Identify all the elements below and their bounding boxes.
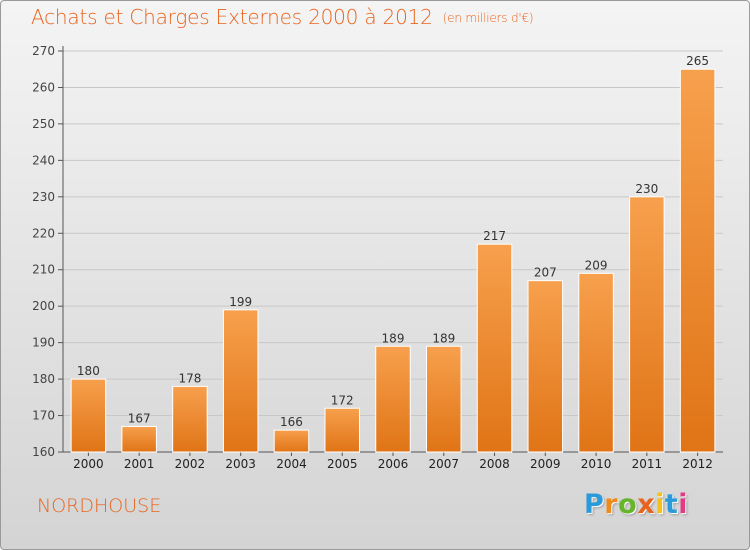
bar-2006 (375, 345, 411, 453)
bar-2003 (222, 309, 259, 453)
logo-letter: x (637, 489, 656, 520)
x-tick-label: 2006 (378, 457, 409, 471)
data-label: 180 (77, 364, 100, 378)
x-tick-label: 2003 (225, 457, 256, 471)
bar-2010 (578, 272, 614, 453)
data-label: 189 (382, 331, 405, 345)
chart-title-text: Achats et Charges Externes 2000 à 2012 (31, 5, 433, 29)
bar-2007 (426, 345, 462, 453)
bar-2001 (121, 425, 157, 453)
x-tick-label: 2001 (124, 457, 155, 471)
brand-logo: Proxiti (584, 489, 688, 520)
x-tick-label: 2011 (632, 457, 663, 471)
data-label: 207 (534, 266, 557, 280)
y-tick-label: 260 (32, 80, 55, 94)
x-tick-label: 2004 (276, 457, 307, 471)
x-tick-label: 2008 (479, 457, 510, 471)
bar-2005 (324, 407, 360, 453)
x-tick-label: 2005 (327, 457, 358, 471)
x-tick-label: 2010 (581, 457, 612, 471)
bar-2011 (629, 196, 665, 453)
y-tick-label: 270 (32, 44, 55, 58)
y-tick-label: 220 (32, 226, 55, 240)
location-name: NORDHOUSE (37, 495, 162, 517)
y-tick-label: 190 (32, 336, 55, 350)
y-tick-label: 250 (32, 117, 55, 131)
bars (70, 68, 716, 453)
data-label: 230 (635, 182, 658, 196)
y-tick-label: 230 (32, 190, 55, 204)
bar-2008 (476, 243, 513, 453)
x-tick-label: 2009 (530, 457, 561, 471)
logo-letter: P (584, 489, 605, 520)
bar-2012 (679, 68, 716, 453)
logo-letter: i (678, 489, 689, 520)
y-tick-label: 210 (32, 263, 55, 277)
y-tick-label: 200 (32, 299, 55, 313)
data-label: 199 (229, 295, 252, 309)
x-tick-label: 2012 (682, 457, 713, 471)
labels: 180 2000 167 2001 178 2002 199 2003 166 2004 172 20… (73, 54, 713, 471)
bar-2002 (172, 385, 208, 453)
data-label: 167 (128, 411, 151, 425)
logo-letter: r (604, 489, 619, 520)
data-label: 166 (280, 415, 303, 429)
x-tick-label: 2002 (175, 457, 206, 471)
data-label: 209 (585, 258, 608, 272)
y-tick-label: 160 (32, 445, 55, 459)
chart-subtitle: (en milliers d'€) (442, 11, 534, 25)
bar-2000 (70, 378, 107, 453)
logo-letter: i (655, 489, 665, 520)
data-label: 265 (686, 54, 709, 68)
logo-letter: t (664, 489, 679, 520)
data-label: 189 (432, 331, 455, 345)
x-tick-label: 2000 (73, 457, 104, 471)
y-tick-label: 170 (32, 409, 55, 423)
y-tick-label: 240 (32, 153, 55, 167)
x-tick-label: 2007 (428, 457, 459, 471)
data-label: 178 (178, 371, 201, 385)
data-label: 172 (331, 393, 354, 407)
data-label: 217 (483, 229, 506, 243)
logo-letter: o (618, 489, 638, 520)
bar-2009 (527, 280, 564, 453)
y-tick-label: 180 (32, 372, 55, 386)
bar-2004 (273, 429, 310, 453)
chart-title: Achats et Charges Externes 2000 à 2012 (e… (31, 5, 534, 29)
